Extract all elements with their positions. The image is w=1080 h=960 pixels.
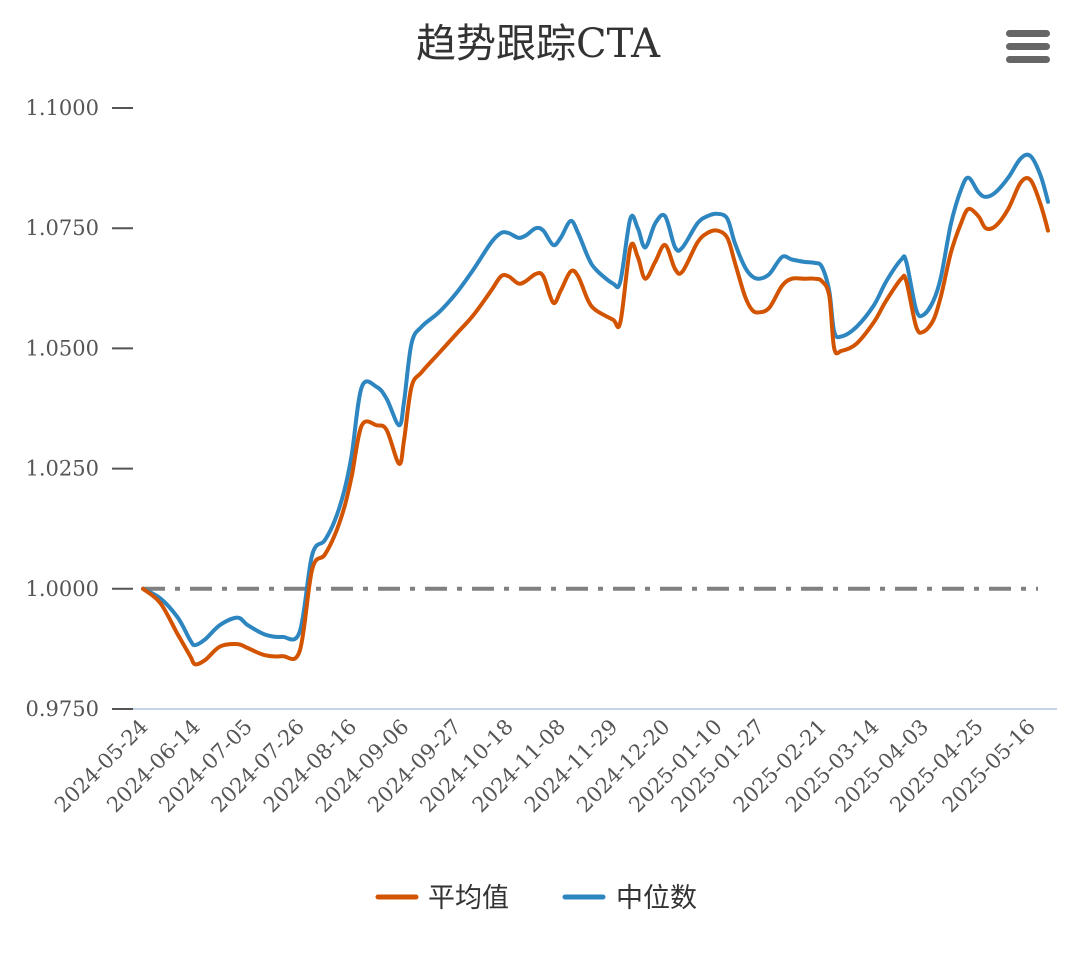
series-line-平均值: [141, 176, 1050, 667]
y-tick-label: 1.1000: [26, 96, 99, 120]
legend-label[interactable]: 平均值: [428, 883, 509, 914]
hamburger-menu-icon[interactable]: [1006, 30, 1050, 70]
y-axis: 0.9750 1.0000 1.0250 1.0500 1.0750 1.1000: [26, 96, 133, 721]
y-tick-label: 1.0250: [26, 457, 99, 481]
y-tick-label: 0.9750: [26, 697, 99, 721]
series-line-中位数: [141, 152, 1050, 648]
y-tick-label: 1.0750: [26, 216, 99, 240]
legend-label[interactable]: 中位数: [616, 883, 697, 914]
y-tick-label: 1.0000: [26, 577, 99, 601]
y-tick-label: 1.0500: [26, 336, 99, 360]
chart-title: 趋势跟踪CTA: [416, 21, 661, 67]
plot-area: [141, 152, 1050, 667]
x-axis: 2024-05-242024-06-142024-07-052024-07-26…: [50, 708, 1057, 817]
legend[interactable]: 平均值 中位数: [375, 883, 697, 914]
